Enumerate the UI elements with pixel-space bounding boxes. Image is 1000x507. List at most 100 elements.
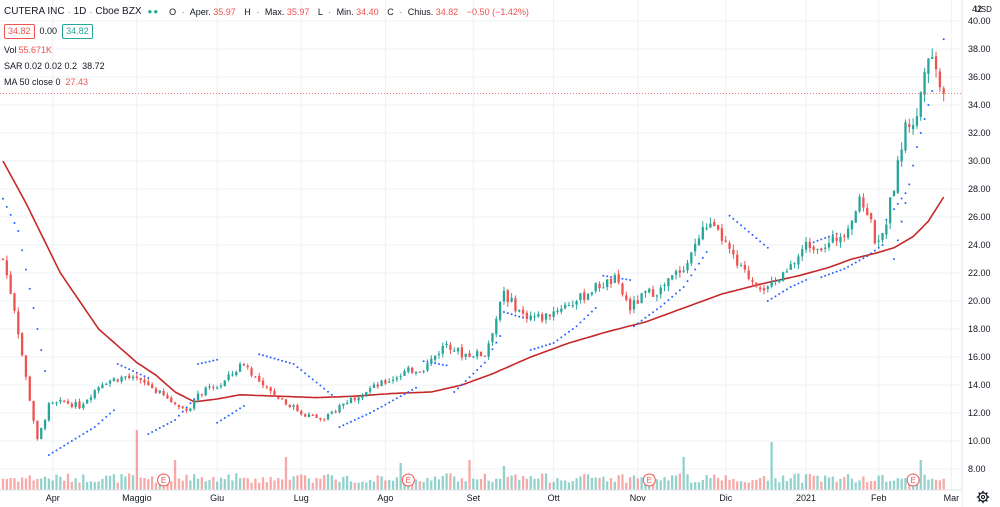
candle bbox=[108, 379, 112, 387]
volume-bar bbox=[583, 474, 586, 490]
volume-bar bbox=[682, 457, 685, 490]
sar-dot bbox=[231, 412, 234, 415]
volume-bar bbox=[368, 479, 372, 490]
candle bbox=[728, 240, 731, 254]
earnings-marker[interactable]: E bbox=[642, 473, 656, 487]
sar-dot bbox=[399, 395, 402, 398]
candle bbox=[449, 342, 452, 355]
volume-bar bbox=[678, 473, 681, 490]
sar-dot bbox=[480, 365, 482, 368]
sar-dot bbox=[464, 379, 467, 382]
sar-dot bbox=[55, 449, 58, 452]
candle bbox=[491, 332, 494, 346]
time-axis[interactable]: Apr Maggio Giu Lug Ago Set Ott Nov Dic 2021 Feb Mar bbox=[0, 489, 962, 507]
buy-price-box[interactable]: 34.82 bbox=[62, 23, 93, 39]
earnings-marker[interactable]: E bbox=[906, 473, 920, 487]
volume-bar bbox=[300, 474, 303, 490]
candle bbox=[185, 408, 188, 414]
sar-dot bbox=[778, 293, 781, 295]
candle bbox=[866, 203, 869, 216]
candle-body bbox=[808, 241, 812, 248]
candle-body bbox=[617, 274, 620, 283]
volume-bar bbox=[112, 474, 116, 490]
candle-body bbox=[296, 405, 299, 412]
candle bbox=[430, 355, 433, 367]
sar-dot bbox=[850, 263, 853, 266]
volume-bar bbox=[250, 482, 253, 490]
volume-bar bbox=[101, 478, 104, 490]
symbol-name[interactable]: CUTERA INC bbox=[4, 6, 65, 17]
sar-dot bbox=[640, 319, 643, 322]
candle bbox=[617, 269, 620, 285]
candle bbox=[13, 292, 16, 314]
candle-body bbox=[931, 57, 934, 59]
y-tick-label: 40.00 bbox=[968, 16, 991, 26]
volume-bar bbox=[736, 481, 739, 490]
sar-dot bbox=[923, 118, 926, 120]
sar-dot bbox=[862, 257, 865, 260]
candle-body bbox=[606, 279, 609, 288]
ma-row[interactable]: MA 50 close 0 27.43 bbox=[4, 74, 535, 90]
candle-body bbox=[395, 377, 399, 380]
sell-price-box[interactable]: 34.82 bbox=[4, 23, 35, 39]
candle bbox=[441, 342, 444, 358]
volume-bar bbox=[862, 476, 865, 490]
candle-body bbox=[843, 235, 846, 237]
sar-dot bbox=[189, 402, 192, 405]
candle bbox=[732, 244, 735, 259]
volume-bar bbox=[51, 480, 54, 490]
volume-bar bbox=[560, 480, 563, 490]
market-status-icon[interactable]: ●● bbox=[147, 7, 160, 16]
volume-bar bbox=[296, 475, 299, 490]
candle-body bbox=[759, 287, 762, 290]
settings-gear-icon[interactable] bbox=[976, 490, 990, 504]
sar-dot bbox=[17, 230, 20, 232]
earnings-marker[interactable]: E bbox=[157, 473, 171, 487]
volume-bar bbox=[124, 476, 127, 490]
volume-bar bbox=[667, 480, 670, 490]
candle bbox=[575, 299, 578, 310]
candle bbox=[751, 277, 754, 287]
x-tick-label: Feb bbox=[871, 493, 887, 503]
earnings-marker[interactable]: E bbox=[401, 473, 415, 487]
candle bbox=[571, 300, 574, 308]
price-axis[interactable]: 8.00 10.00 12.00 14.00 16.00 18.00 20.00 22.00 2… bbox=[961, 0, 1000, 507]
candle bbox=[498, 301, 502, 323]
sar-dot bbox=[315, 381, 318, 384]
volume-bar bbox=[365, 482, 368, 490]
candle-body bbox=[97, 387, 100, 391]
vol-row[interactable]: Vol 55.671K bbox=[4, 42, 535, 58]
sar-row[interactable]: SAR 0.02 0.02 0.2 38.72 bbox=[4, 58, 535, 74]
interval-label[interactable]: 1D bbox=[73, 6, 87, 17]
candle-body bbox=[43, 420, 47, 429]
y-tick-label: 20.00 bbox=[968, 296, 991, 306]
volume-bar bbox=[732, 478, 735, 490]
volume-bar bbox=[655, 479, 659, 490]
ma-value: 27.43 bbox=[65, 77, 89, 87]
sar-dot bbox=[793, 284, 796, 287]
sar-dot bbox=[575, 325, 578, 328]
candle bbox=[399, 373, 402, 381]
candle bbox=[514, 295, 517, 313]
candle bbox=[778, 279, 781, 284]
volume-bar bbox=[743, 482, 747, 490]
candle bbox=[128, 373, 131, 380]
currency-label[interactable]: USD bbox=[975, 5, 992, 14]
candle-body bbox=[896, 160, 899, 193]
sar-dot bbox=[655, 308, 658, 311]
candle bbox=[839, 233, 842, 248]
sar-dot bbox=[728, 214, 731, 217]
sar-dot bbox=[258, 353, 261, 356]
sar-dot bbox=[789, 286, 792, 288]
candle bbox=[739, 262, 743, 267]
candle bbox=[97, 386, 100, 394]
candle-body bbox=[586, 294, 590, 300]
sar-dot bbox=[514, 314, 517, 317]
sar-dot bbox=[361, 415, 364, 418]
sar-params: 0.02 0.02 0.2 bbox=[24, 61, 78, 71]
candle-body bbox=[900, 149, 903, 162]
volume-bar bbox=[411, 481, 414, 490]
candle-body bbox=[368, 388, 372, 392]
exchange-label[interactable]: Cboe BZX bbox=[95, 6, 142, 17]
